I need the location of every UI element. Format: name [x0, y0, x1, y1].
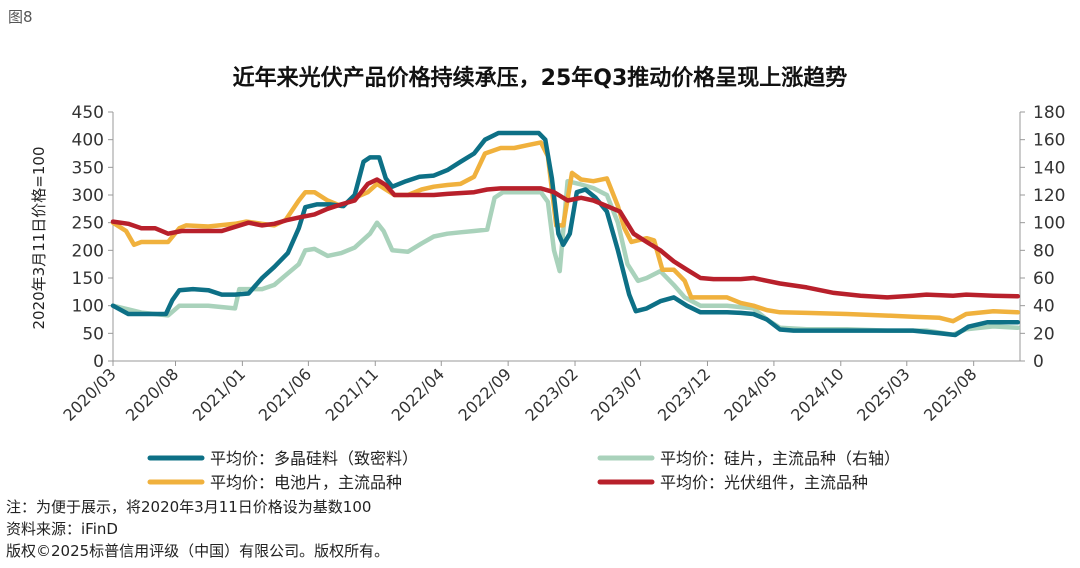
x-axis-tick-label: 2025/08: [920, 364, 980, 424]
right-axis-tick-label: 0: [1033, 352, 1044, 372]
x-axis-tick-label: 2024/10: [787, 364, 847, 424]
right-axis-tick-label: 20: [1033, 324, 1055, 344]
y-axis-label: 2020年3月11日价格=100: [30, 146, 48, 329]
left-axis-tick-label: 50: [82, 324, 104, 344]
x-axis-tick-label: 2020/03: [59, 364, 119, 424]
figure-label: 图8: [8, 8, 33, 26]
legend-label: 平均价：电池片，主流品种: [210, 473, 402, 492]
series-line: [110, 130, 1021, 338]
legend: 平均价：多晶硅料（致密料） 平均价：电池片，主流品种 平均价：硅片，主流品种（右轴）…: [147, 449, 900, 492]
x-axis-tick-label: 2023/12: [654, 364, 714, 424]
series-line: [110, 178, 1021, 337]
left-axis-tick-label: 100: [72, 297, 104, 317]
right-axis-tick-label: 40: [1033, 297, 1055, 317]
right-axis-tick-label: 180: [1033, 103, 1065, 123]
chart-title: 近年来光伏产品价格持续承压，25年Q3推动价格呈现上涨趋势: [232, 66, 848, 91]
x-axis-tick-label: 2020/08: [122, 364, 182, 424]
legend-label: 平均价：光伏组件，主流品种: [660, 473, 868, 492]
left-axis-tick-label: 400: [72, 131, 104, 151]
right-axis-tick-label: 100: [1033, 214, 1065, 234]
x-axis-tick-label: 2022/04: [388, 364, 448, 424]
note-text: 注：为便于展示，将2020年3月11日价格设为基数100: [6, 498, 372, 516]
legend-label: 平均价：多晶硅料（致密料）: [210, 449, 418, 468]
series-line: [110, 177, 1021, 300]
left-axis-tick-label: 450: [72, 103, 104, 123]
left-axis-tick-label: 150: [72, 269, 104, 289]
right-axis-tick-label: 120: [1033, 186, 1065, 206]
left-axis-tick-label: 0: [93, 352, 104, 372]
left-axis-tick-label: 250: [72, 214, 104, 234]
x-axis-tick-label: 2022/09: [455, 364, 515, 424]
x-axis-tick-label: 2021/11: [322, 364, 382, 424]
right-axis-tick-label: 140: [1033, 158, 1065, 178]
left-axis-tick-label: 200: [72, 241, 104, 261]
right-axis-tick-label: 160: [1033, 131, 1065, 151]
notes: 注：为便于展示，将2020年3月11日价格设为基数100 资料来源：iFinD …: [6, 496, 389, 562]
x-axis-tick-label: 2025/03: [853, 364, 913, 424]
x-axis-tick-label: 2021/06: [255, 364, 315, 424]
right-axis-tick-label: 80: [1033, 241, 1055, 261]
x-axis-tick-label: 2023/07: [587, 364, 647, 424]
line-chart: 0 50 100 150 200 250 300 350 400 450 0 20 40 60 80 100 1…: [30, 103, 1065, 492]
series-lines: [110, 130, 1021, 338]
x-axis-tick-label: 2024/05: [720, 364, 780, 424]
copyright-text: 版权©2025标普信用评级（中国）有限公司。版权所有。: [6, 542, 390, 560]
x-axis-tick-label: 2021/01: [189, 364, 249, 424]
legend-label: 平均价：硅片，主流品种（右轴）: [660, 449, 900, 468]
source-text: 资料来源：iFinD: [6, 520, 118, 538]
left-axis-tick-label: 300: [72, 186, 104, 206]
right-axis-tick-label: 60: [1033, 269, 1055, 289]
x-axis-tick-label: 2023/02: [521, 364, 581, 424]
left-axis-tick-label: 350: [72, 158, 104, 178]
